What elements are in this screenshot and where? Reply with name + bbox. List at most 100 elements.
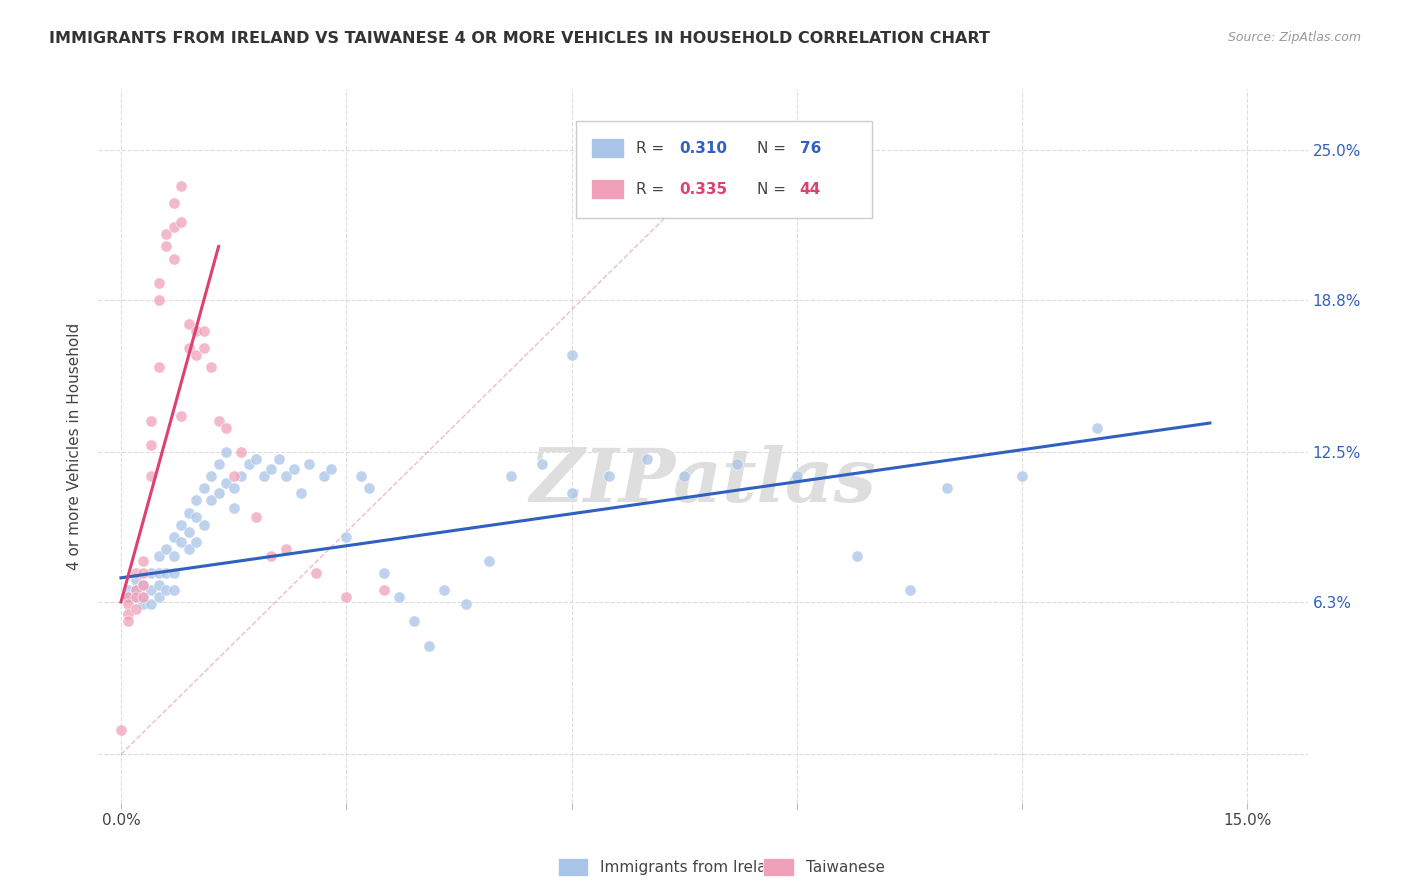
Point	[132, 554, 155, 568]
Point	[207, 486, 229, 500]
Point	[184, 534, 207, 549]
Point	[402, 615, 425, 629]
Point	[290, 486, 312, 500]
Point	[786, 469, 808, 483]
Point	[170, 178, 193, 193]
Text: 0.310: 0.310	[679, 141, 727, 156]
Point	[148, 549, 170, 563]
Point	[155, 239, 177, 253]
Point	[148, 578, 170, 592]
Point	[170, 215, 193, 229]
Point	[162, 566, 184, 580]
Point	[139, 598, 162, 612]
Point	[898, 582, 921, 597]
Point	[193, 517, 215, 532]
Point	[433, 582, 456, 597]
Point	[177, 541, 200, 556]
Text: Source: ZipAtlas.com: Source: ZipAtlas.com	[1227, 31, 1361, 45]
Point	[155, 566, 177, 580]
Point	[139, 469, 162, 483]
Point	[117, 615, 139, 629]
Text: N =: N =	[758, 141, 792, 156]
Point	[725, 457, 748, 471]
Point	[125, 582, 148, 597]
Point	[162, 549, 184, 563]
Text: Immigrants from Ireland: Immigrants from Ireland	[600, 860, 786, 874]
Point	[139, 566, 162, 580]
Point	[155, 541, 177, 556]
Point	[312, 469, 335, 483]
Point	[148, 276, 170, 290]
Y-axis label: 4 or more Vehicles in Household: 4 or more Vehicles in Household	[67, 322, 83, 570]
Point	[936, 481, 959, 495]
Text: N =: N =	[758, 182, 792, 196]
Point	[207, 414, 229, 428]
Point	[267, 452, 290, 467]
Point	[132, 578, 155, 592]
Point	[184, 493, 207, 508]
Point	[177, 506, 200, 520]
Point	[561, 486, 583, 500]
Text: 0.335: 0.335	[679, 182, 727, 196]
Point	[132, 566, 155, 580]
Point	[357, 481, 380, 495]
Point	[139, 438, 162, 452]
Point	[530, 457, 553, 471]
Point	[238, 457, 260, 471]
Point	[200, 469, 222, 483]
Text: 76: 76	[800, 141, 821, 156]
Point	[673, 469, 696, 483]
Point	[1085, 421, 1108, 435]
Point	[170, 534, 193, 549]
Bar	[591, 138, 624, 159]
Point	[148, 566, 170, 580]
Point	[260, 462, 283, 476]
Text: Taiwanese: Taiwanese	[806, 860, 884, 874]
Point	[132, 590, 155, 604]
Bar	[591, 179, 624, 199]
Point	[207, 457, 229, 471]
Point	[170, 517, 193, 532]
Point	[110, 723, 132, 738]
Point	[148, 293, 170, 307]
Point	[305, 566, 328, 580]
Point	[162, 195, 184, 210]
Point	[350, 469, 373, 483]
Point	[598, 469, 620, 483]
Point	[125, 590, 148, 604]
Point	[117, 598, 139, 612]
Point	[321, 462, 343, 476]
Point	[162, 530, 184, 544]
Point	[132, 578, 155, 592]
Point	[373, 582, 395, 597]
Point	[125, 574, 148, 588]
Point	[125, 590, 148, 604]
Point	[245, 452, 267, 467]
Point	[162, 582, 184, 597]
Point	[125, 566, 148, 580]
Point	[200, 360, 222, 375]
Point	[276, 469, 298, 483]
Point	[846, 549, 869, 563]
Point	[335, 530, 357, 544]
Point	[636, 452, 658, 467]
Point	[117, 607, 139, 621]
Point	[276, 541, 298, 556]
Point	[222, 481, 245, 495]
Point	[222, 469, 245, 483]
Point	[193, 481, 215, 495]
Bar	[763, 858, 794, 876]
Point	[229, 445, 252, 459]
Point	[215, 445, 238, 459]
Point	[162, 220, 184, 235]
Point	[177, 317, 200, 331]
Point	[132, 590, 155, 604]
Point	[193, 341, 215, 355]
Point	[155, 582, 177, 597]
Point	[478, 554, 501, 568]
Point	[148, 360, 170, 375]
Point	[561, 348, 583, 362]
Point	[283, 462, 305, 476]
Point	[162, 252, 184, 266]
Point	[125, 602, 148, 616]
